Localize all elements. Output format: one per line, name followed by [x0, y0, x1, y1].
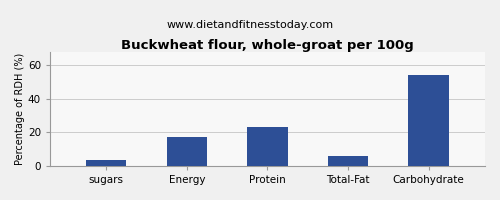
- Title: Buckwheat flour, whole-groat per 100g: Buckwheat flour, whole-groat per 100g: [121, 39, 414, 52]
- Bar: [86, 160, 126, 166]
- Bar: [167, 137, 207, 166]
- Y-axis label: Percentage of RDH (%): Percentage of RDH (%): [15, 53, 25, 165]
- Text: www.dietandfitnesstoday.com: www.dietandfitnesstoday.com: [166, 20, 334, 30]
- Bar: [328, 156, 368, 166]
- Bar: [408, 75, 449, 166]
- Bar: [248, 127, 288, 166]
